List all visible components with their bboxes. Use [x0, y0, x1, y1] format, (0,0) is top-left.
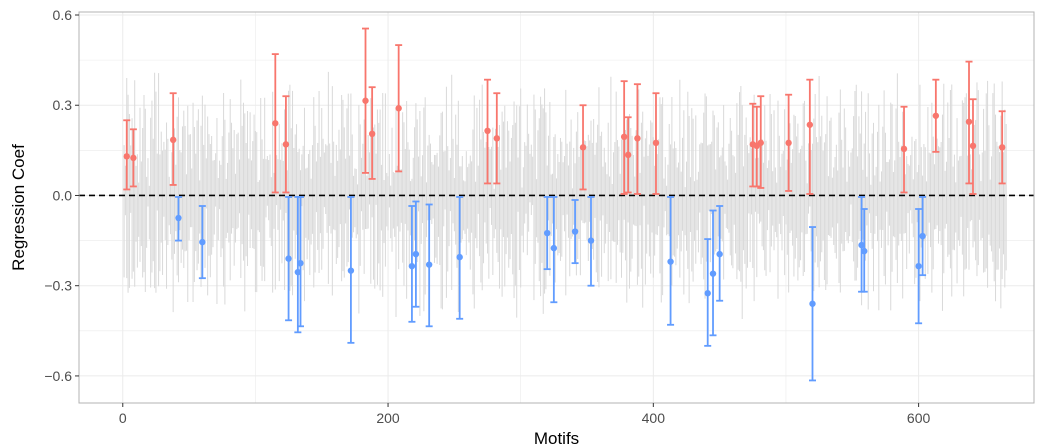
y-tick-label: −0.3	[44, 278, 72, 294]
data-point	[785, 139, 792, 147]
data-point	[408, 262, 416, 270]
data-point	[169, 136, 177, 144]
significant-motifs	[123, 27, 1006, 382]
y-tick-label: 0.6	[53, 7, 73, 23]
data-point	[362, 97, 369, 104]
data-point	[704, 290, 711, 297]
data-point	[809, 300, 816, 307]
data-point	[579, 144, 587, 151]
data-point	[175, 214, 182, 222]
background-ci-bars	[123, 71, 1007, 320]
x-tick-label: 600	[907, 410, 931, 426]
grid-lines	[79, 12, 1034, 403]
data-point	[757, 139, 764, 147]
y-tick-label: 0.0	[53, 187, 73, 203]
data-point	[965, 118, 973, 125]
y-tick-label: 0.3	[53, 97, 73, 113]
data-point	[294, 268, 302, 276]
data-point	[412, 250, 420, 258]
data-point	[919, 232, 926, 240]
data-point	[998, 144, 1006, 151]
y-axis-title: Regression Coef	[9, 144, 28, 271]
data-point	[634, 135, 641, 142]
x-tick-label: 0	[119, 410, 127, 426]
y-tick-label: −0.6	[44, 368, 72, 384]
data-point	[544, 229, 551, 237]
data-point	[130, 154, 137, 162]
plot-border	[78, 11, 1035, 404]
data-point	[915, 262, 922, 270]
data-point	[932, 112, 940, 119]
axes: 0 200 400 600 −0.6 −0.3 0.0 0.3 0.6	[44, 7, 930, 426]
series-2	[174, 196, 927, 382]
x-axis-title: Motifs	[534, 429, 579, 448]
data-point	[425, 261, 433, 268]
data-point	[858, 241, 865, 249]
data-point	[272, 120, 279, 127]
data-point	[550, 244, 558, 252]
x-tick-label: 200	[376, 410, 400, 426]
data-point	[652, 139, 660, 147]
data-point	[861, 247, 868, 255]
series-1	[123, 27, 1006, 195]
data-point	[456, 253, 463, 261]
data-point	[620, 133, 628, 141]
data-point	[571, 228, 579, 235]
data-point	[969, 142, 977, 150]
data-point	[806, 121, 814, 128]
data-point	[285, 255, 292, 262]
data-point	[493, 135, 501, 142]
data-point	[395, 105, 402, 112]
data-point	[199, 238, 206, 246]
data-point	[667, 258, 674, 265]
data-point	[716, 250, 723, 258]
data-point	[900, 145, 908, 153]
x-tick-label: 400	[642, 410, 666, 426]
data-point	[484, 127, 491, 135]
data-point	[123, 153, 130, 160]
data-point	[624, 151, 632, 159]
data-point	[282, 141, 290, 148]
data-point	[587, 237, 595, 244]
data-point	[709, 270, 717, 277]
data-point	[368, 130, 376, 138]
data-point	[297, 259, 304, 267]
data-point	[347, 267, 355, 274]
